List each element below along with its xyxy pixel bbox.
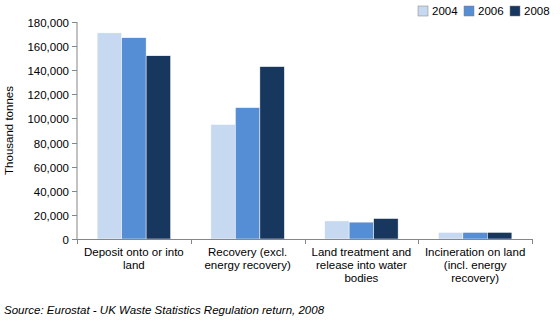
y-tick [72,118,77,119]
label-line: land [123,259,145,271]
label-line: Land treatment and [312,246,412,258]
x-tick-label: Deposit onto or intoland [84,246,184,271]
legend-swatch [418,6,428,16]
y-tick-label: 40,000 [34,186,69,198]
y-axis-label: Thousand tonnes [3,86,15,175]
x-tick [418,239,419,244]
x-tick [191,239,192,244]
x-tick-label: Land treatment andrelease into waterbodi… [312,246,412,284]
x-axis [77,239,532,240]
y-tick-label: 0 [63,234,69,246]
label-line: energy recovery) [204,259,290,271]
y-tick [72,22,77,23]
y-tick [72,239,77,240]
source-note: Source: Eurostat - UK Waste Statistics R… [4,304,325,316]
y-tick-label: 80,000 [34,138,69,150]
y-axis [77,22,78,239]
label-line: Recovery (excl. [208,246,287,258]
legend-label: 2008 [524,5,550,17]
label-line: release into water [316,259,407,271]
legend-swatch [464,6,474,16]
bar [260,67,285,239]
x-tick-label: Incineration on land(incl. energyrecover… [425,246,525,284]
y-tick-label: 20,000 [34,210,69,222]
label-line: Incineration on land [425,246,525,258]
bar [438,232,463,239]
bar [146,56,171,239]
y-tick-label: 120,000 [27,89,69,101]
bar [235,108,260,239]
y-tick [72,70,77,71]
legend-swatch [510,6,520,16]
x-tick-label: Recovery (excl.energy recovery) [204,246,290,271]
legend-label: 2004 [432,5,458,17]
bars [97,33,512,239]
y-tick-label: 60,000 [34,162,69,174]
chart: 0 20,000 40,000 60,000 80,000 100,000 120,000 1… [0,0,560,322]
legend-label: 2006 [478,5,504,17]
y-tick [72,143,77,144]
label-line: (incl. energy [444,259,507,271]
x-tick [305,239,306,244]
bar [97,33,122,239]
y-tick-label: 180,000 [27,17,69,29]
y-tick-label: 160,000 [27,41,69,53]
x-tick [532,239,533,244]
bar [487,232,512,239]
y-tick-label: 100,000 [27,113,69,125]
bar [349,222,374,239]
y-tick [72,167,77,168]
label-line: bodies [344,272,378,284]
legend: 2004 2006 2008 [418,5,550,17]
bar [122,38,147,239]
y-tick [72,191,77,192]
y-tick-label: 140,000 [27,65,69,77]
y-tick [72,46,77,47]
bar [211,124,236,239]
y-tick [72,215,77,216]
label-line: recovery) [451,272,499,284]
label-line: Deposit onto or into [84,246,184,258]
bar [325,221,350,239]
y-tick [72,94,77,95]
x-tick [77,239,78,244]
bar [463,232,488,239]
bar [374,219,399,239]
